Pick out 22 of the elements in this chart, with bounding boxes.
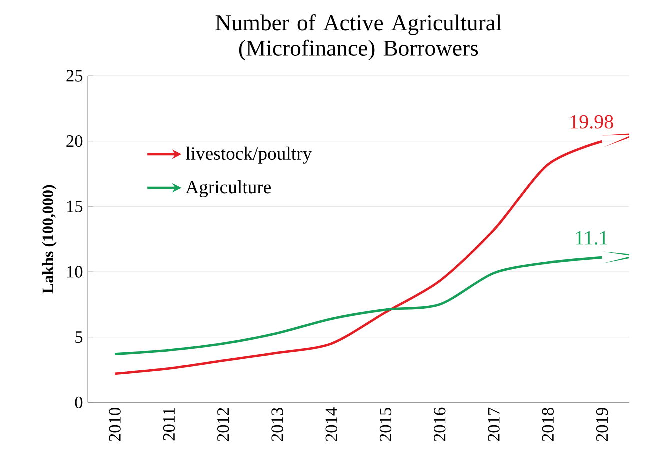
x-tick-label: 2011: [163, 408, 176, 441]
y-tick-label: 25: [66, 70, 83, 82]
x-tick-label: 2013: [272, 408, 284, 442]
x-tick-label: 2012: [217, 408, 230, 442]
x-tick-label: 2018: [542, 408, 554, 442]
x-tick-label: 2014: [326, 408, 338, 442]
annotation: 11.1: [576, 231, 608, 245]
chart-title: Number of Active Agricultural (Microfinance) Borrowers: [216, 14, 502, 61]
y-tick-label: 5: [76, 332, 83, 344]
x-tick-label: 2010: [109, 408, 121, 442]
x-tick-label: 2017: [488, 408, 500, 442]
x-tick-label: 2015: [380, 408, 392, 442]
y-axis-title: Lakhs (100,000): [42, 185, 57, 294]
x-tick-label: 2016: [434, 408, 446, 442]
y-tick-label: 0: [75, 396, 83, 409]
y-tick-label: 15: [67, 200, 83, 212]
legend-label: Agriculture: [186, 180, 272, 198]
x-tick-label: 2019: [596, 408, 608, 442]
annotation: 19.98: [570, 115, 614, 129]
y-tick-label: 20: [66, 135, 83, 148]
y-tick-label: 10: [67, 266, 83, 278]
legend-label: livestock/poultry: [186, 146, 312, 164]
